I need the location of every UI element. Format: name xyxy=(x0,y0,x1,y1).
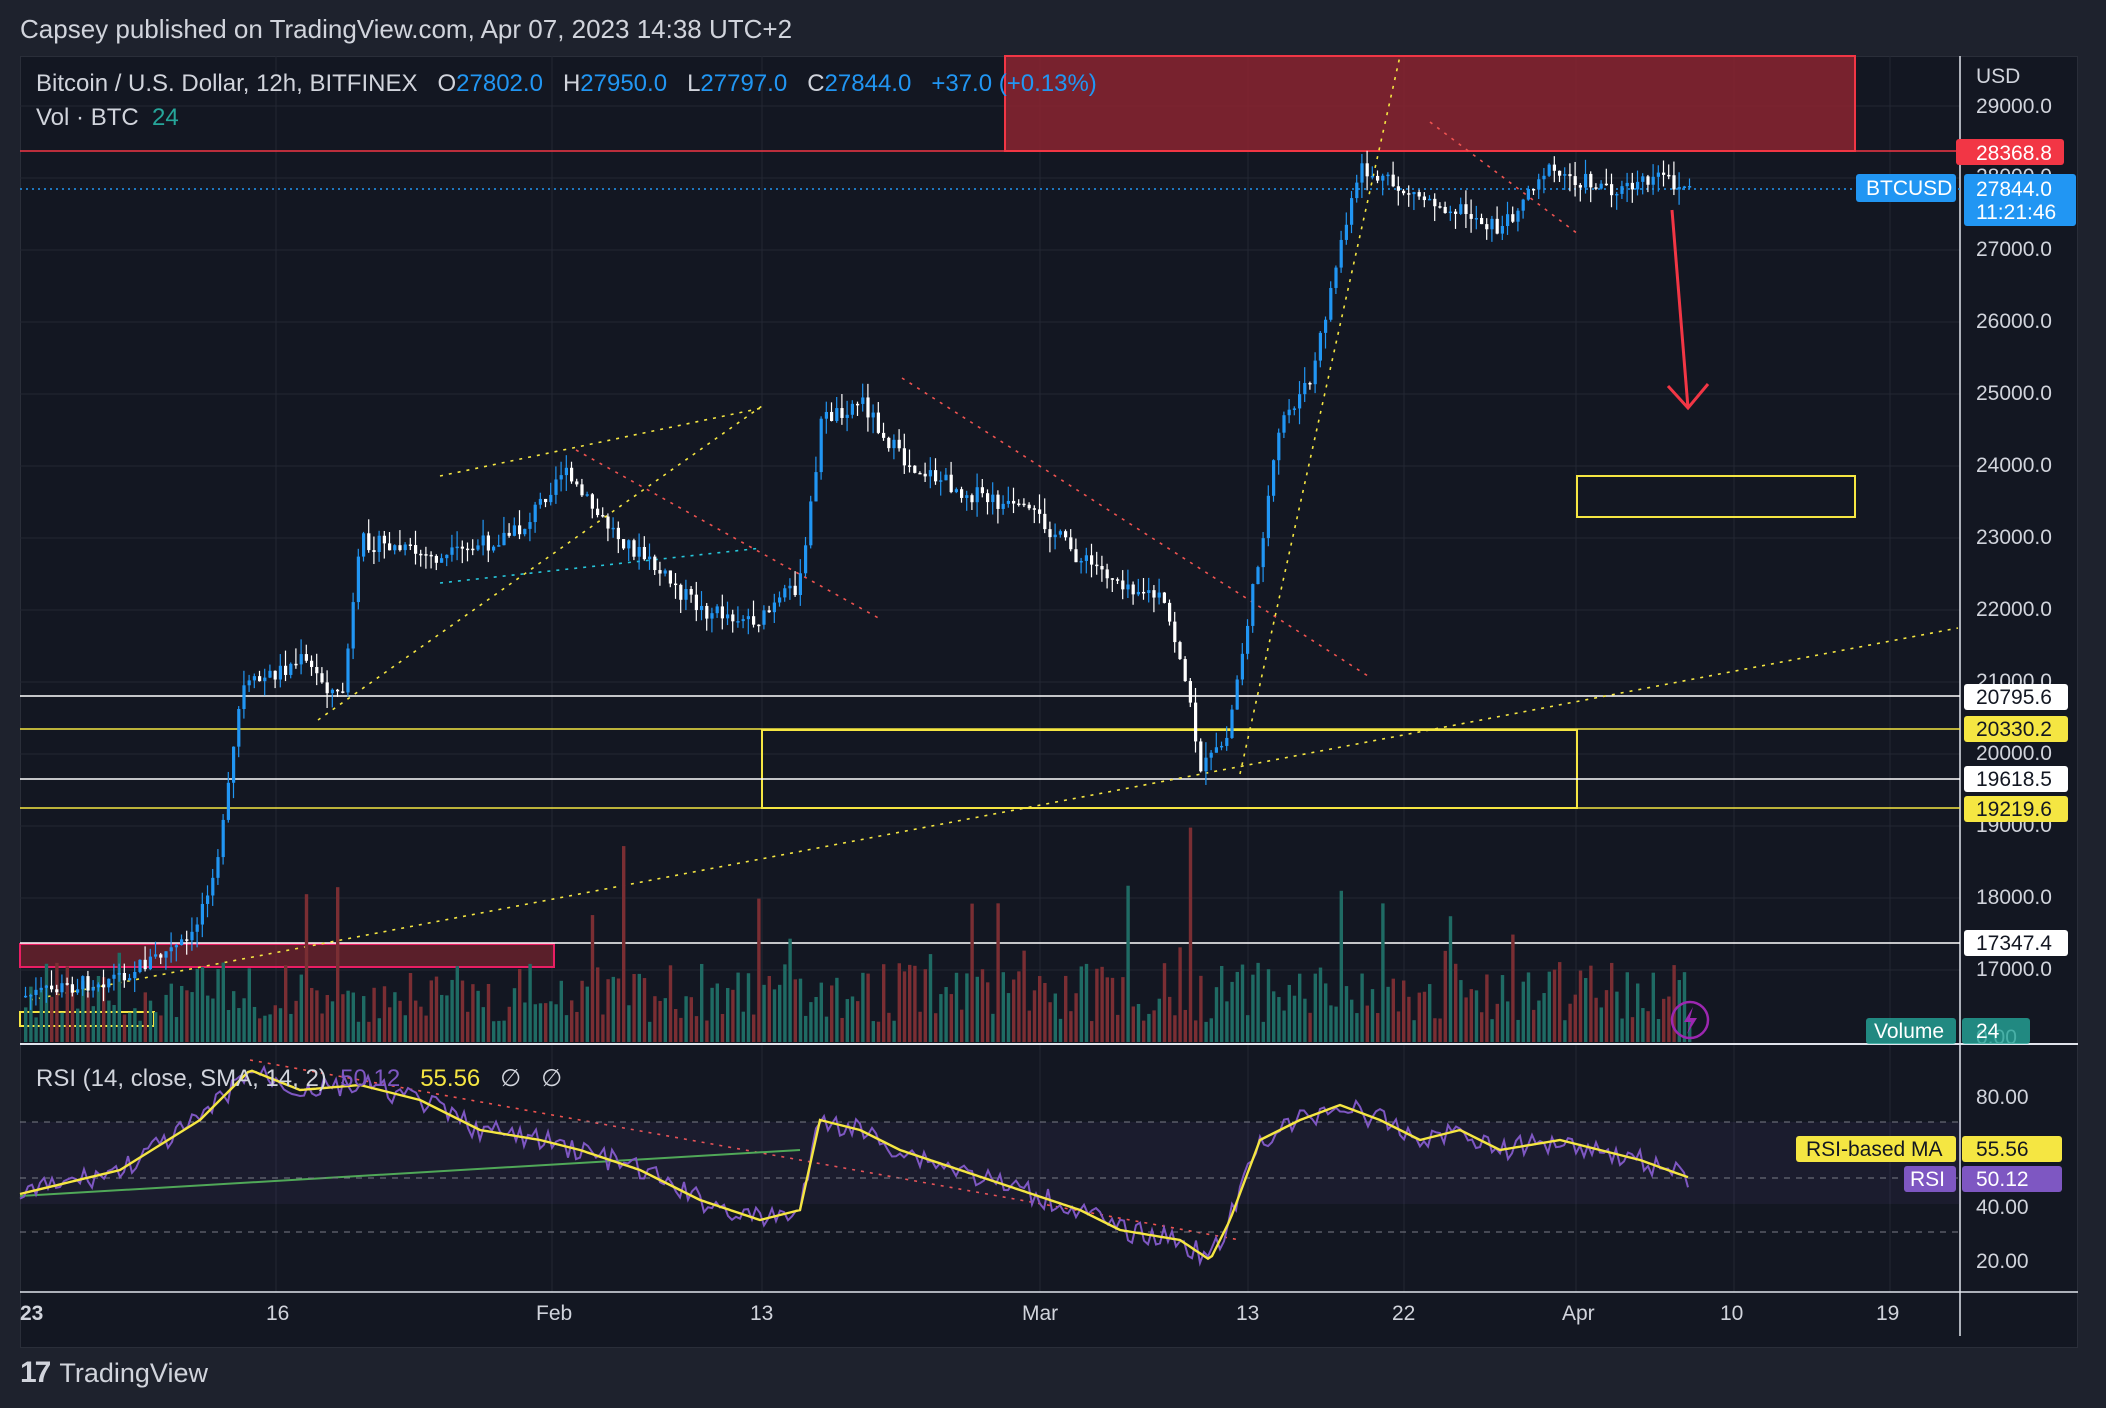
price-tick: 22000.0 xyxy=(1976,598,2052,621)
price-tick: 17000.0 xyxy=(1976,958,2052,981)
price-tick: 29000.0 xyxy=(1976,95,2052,118)
price-tick: 20000.0 xyxy=(1976,742,2052,765)
price-tick: 26000.0 xyxy=(1976,310,2052,333)
lightning-icon xyxy=(1684,1007,1697,1034)
time-tick: 23 xyxy=(20,1302,43,1325)
level-text-20330: 20330.2 xyxy=(1976,718,2052,741)
rsi-ma-tag-text: RSI-based MA xyxy=(1806,1138,1943,1161)
price-tick: 23000.0 xyxy=(1976,526,2052,549)
close-label: C xyxy=(807,70,825,97)
bar-countdown-text: 11:21:46 xyxy=(1976,201,2056,224)
time-tick: Feb xyxy=(536,1302,572,1325)
price-tick: 18000.0 xyxy=(1976,886,2052,909)
target-box[interactable] xyxy=(1576,475,1856,518)
rsi-ma-value-text: 55.56 xyxy=(1976,1138,2029,1161)
resistance-zone[interactable] xyxy=(1004,55,1856,152)
last-price-text: 27844.0 xyxy=(1976,178,2052,201)
rsi-legend-value: 50.12 xyxy=(340,1065,401,1092)
volume-tag-text: Volume xyxy=(1874,1020,1944,1043)
time-axis[interactable]: 23 16 Feb 13 Mar 13 22 Apr 10 19 xyxy=(20,1302,1899,1325)
volume-value-text: 24 xyxy=(1976,1020,2000,1043)
volume-legend-label: Vol · BTC xyxy=(36,104,139,131)
resistance-price-text: 28368.8 xyxy=(1976,142,2052,165)
level-text-19219: 19219.6 xyxy=(1976,798,2052,821)
rsi-legend-label[interactable]: RSI (14, close, SMA, 14, 2) xyxy=(36,1065,327,1092)
last-price-label xyxy=(1964,174,2076,226)
volume-legend[interactable]: Vol · BTC 24 xyxy=(36,104,179,132)
hide-icon-2[interactable]: ∅ xyxy=(541,1065,563,1092)
brand-name: TradingView xyxy=(59,1357,208,1388)
hide-icon[interactable]: ∅ xyxy=(500,1065,522,1092)
rsi-tick: 40.00 xyxy=(1976,1196,2029,1219)
price-candles xyxy=(24,150,1692,1010)
volume-bars xyxy=(24,827,1692,1042)
time-tick: 10 xyxy=(1720,1302,1743,1325)
time-tick: 13 xyxy=(1236,1302,1259,1325)
price-tick: 24000.0 xyxy=(1976,454,2052,477)
support-box[interactable] xyxy=(761,729,1578,809)
time-tick: Apr xyxy=(1562,1302,1595,1325)
rsi-line xyxy=(19,1064,1689,1267)
level-label-17347 xyxy=(1964,930,2068,956)
change-value: +37.0 (+0.13%) xyxy=(931,70,1097,97)
level-text-19618: 19618.5 xyxy=(1976,768,2052,791)
chart-frame xyxy=(20,56,2078,1348)
symbol-tag-text: BTCUSD xyxy=(1866,177,1952,200)
rsi-ma-tag xyxy=(1796,1136,1956,1162)
rsi-trendline[interactable] xyxy=(19,1149,801,1197)
time-tick: 13 xyxy=(750,1302,773,1325)
rsi-band xyxy=(20,1122,1960,1204)
time-tick: 22 xyxy=(1392,1302,1415,1325)
level-text-17347: 17347.4 xyxy=(1976,932,2052,955)
rsi-tag xyxy=(1904,1166,1956,1192)
trendlines[interactable] xyxy=(29,55,1959,1241)
down-arrow-drawing[interactable] xyxy=(1666,209,1710,411)
rsi-tick: 20.00 xyxy=(1976,1250,2029,1273)
time-tick: Mar xyxy=(1022,1302,1058,1325)
price-tick: 27000.0 xyxy=(1976,238,2052,261)
price-tick: 25000.0 xyxy=(1976,382,2052,405)
rsi-axis[interactable]: 80.00 40.00 20.00 xyxy=(1976,1086,2029,1273)
low-label: L xyxy=(687,70,701,97)
footer-brand[interactable]: 17 TradingView xyxy=(20,1356,208,1390)
open-value: 27802.0 xyxy=(456,70,543,97)
symbol-label[interactable]: Bitcoin / U.S. Dollar, 12h, BITFINEX xyxy=(36,70,418,97)
rsi-tag-text: RSI xyxy=(1910,1168,1945,1191)
volume-tag xyxy=(1866,1018,1956,1044)
rsi-legend-ma: 55.56 xyxy=(420,1065,481,1092)
volume-value-label xyxy=(1962,1018,2030,1044)
alert-icon[interactable] xyxy=(1670,1000,1710,1040)
publisher-line: Capsey published on TradingView.com, Apr… xyxy=(20,14,793,44)
tradingview-logo-icon: 17 xyxy=(20,1356,51,1389)
resistance-price-label xyxy=(1956,139,2064,165)
low-value: 27797.0 xyxy=(700,70,788,97)
axis-price-labels[interactable]: 28368.8 BTCUSD 27844.0 11:21:46 20795.6 … xyxy=(1796,139,2076,1192)
high-label: H xyxy=(562,70,581,97)
rsi-ma-line xyxy=(19,1069,1689,1261)
level-label-20795 xyxy=(1964,684,2068,710)
high-value: 27950.0 xyxy=(580,70,668,97)
rsi-ma-value-label xyxy=(1962,1136,2062,1162)
rsi-value-text: 50.12 xyxy=(1976,1168,2029,1191)
level-label-19219 xyxy=(1964,796,2068,822)
rsi-legend[interactable]: RSI (14, close, SMA, 14, 2) 50.12 55.56 … xyxy=(36,1064,562,1093)
level-text-20795: 20795.6 xyxy=(1976,686,2052,709)
time-tick: 16 xyxy=(266,1302,289,1325)
level-label-20330 xyxy=(1964,716,2068,742)
ohlc-legend[interactable]: Bitcoin / U.S. Dollar, 12h, BITFINEX O27… xyxy=(36,70,1097,98)
level-label-19618 xyxy=(1964,766,2068,792)
price-axis-currency: USD xyxy=(1976,65,2020,88)
volume-legend-value: 24 xyxy=(152,104,179,131)
open-label: O xyxy=(437,70,457,97)
lower-resistance-zone[interactable] xyxy=(19,943,555,968)
symbol-tag xyxy=(1856,174,1956,202)
grid-lines xyxy=(20,56,1960,1292)
rsi-value-label xyxy=(1962,1166,2062,1192)
close-value: 27844.0 xyxy=(824,70,912,97)
time-tick: 19 xyxy=(1876,1302,1899,1325)
rsi-tick: 80.00 xyxy=(1976,1086,2029,1109)
